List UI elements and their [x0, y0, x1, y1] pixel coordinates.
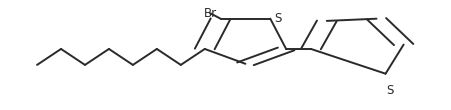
- Text: S: S: [385, 84, 392, 97]
- Text: Br: Br: [203, 7, 216, 20]
- Text: S: S: [274, 12, 281, 25]
